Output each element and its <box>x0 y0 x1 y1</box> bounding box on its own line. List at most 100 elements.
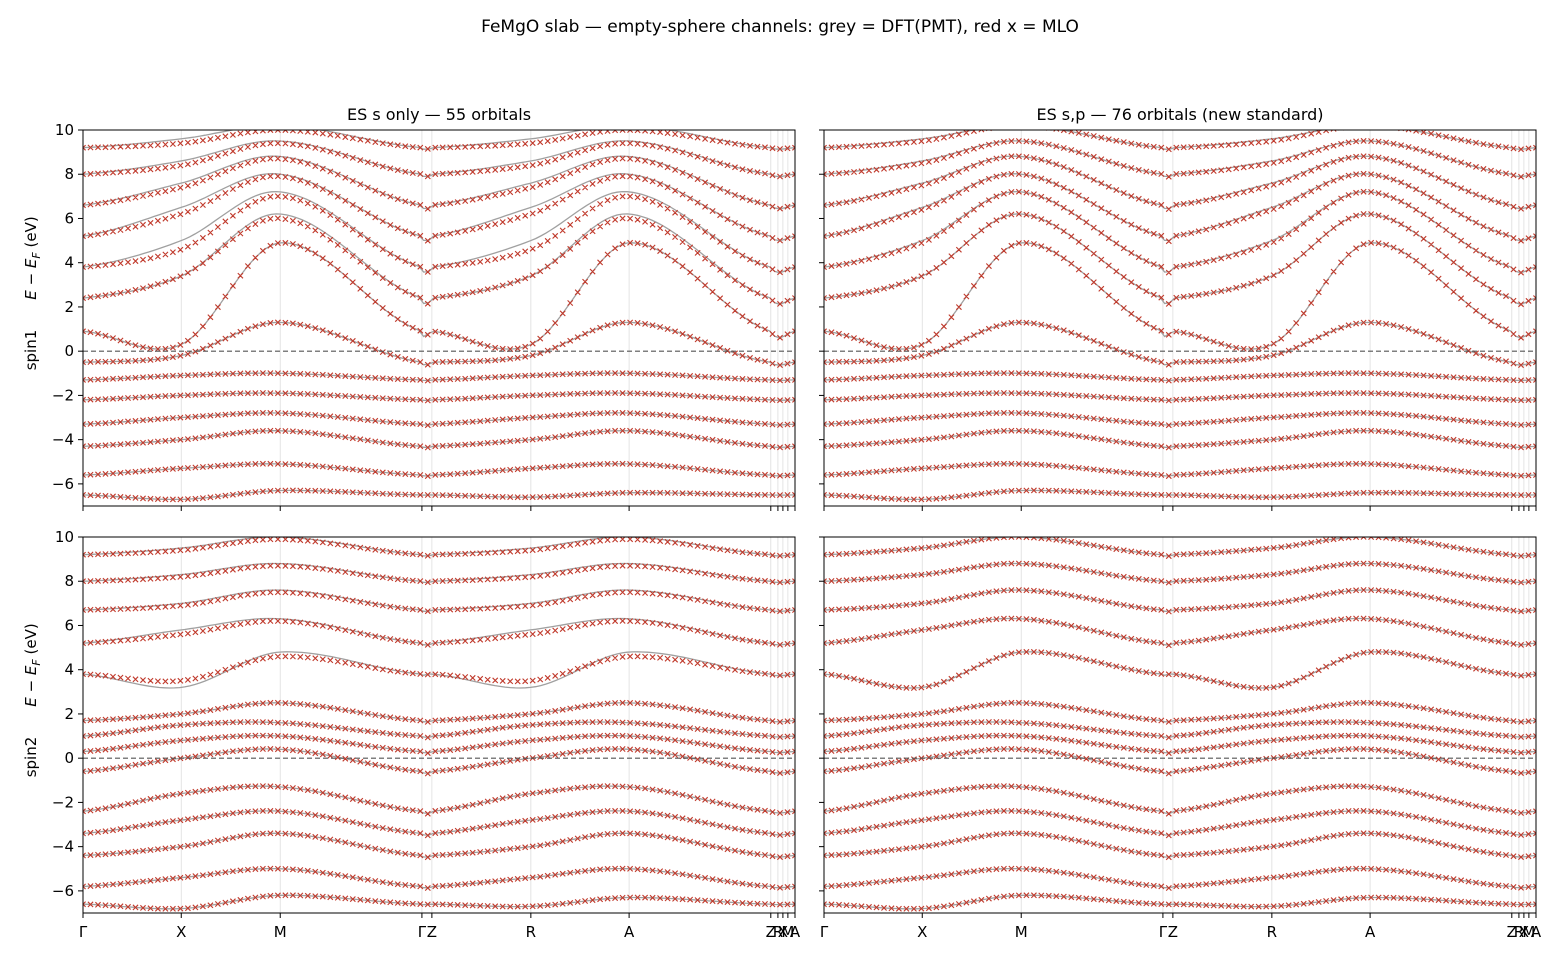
dft-band-5 <box>824 748 1536 774</box>
mlo-band-9 <box>824 188 1536 276</box>
mlo-band-12 <box>83 562 795 586</box>
x-tick-label-2: M <box>274 923 287 941</box>
mlo-band-0 <box>824 892 1536 912</box>
x-tick-label-4: Z <box>427 923 437 941</box>
dft-band-7 <box>824 721 1536 738</box>
mlo-band-9 <box>83 653 795 685</box>
dft-band-9 <box>83 651 795 689</box>
dft-band-3 <box>83 810 795 836</box>
mlo-band-0 <box>824 487 1536 503</box>
dft-band-5 <box>83 372 795 382</box>
mlo-band-7 <box>83 719 795 741</box>
mlo-band-10 <box>83 617 795 648</box>
mlo-band-2 <box>83 830 795 861</box>
dft-band-2 <box>83 430 795 449</box>
mlo-band-11 <box>824 587 1536 615</box>
mlo-band-4 <box>824 390 1536 404</box>
y-tick-label: 6 <box>64 616 74 634</box>
mlo-band-6 <box>824 732 1536 757</box>
x-tick-label-4: Z <box>1168 923 1178 941</box>
row-label-spin1: spin1 <box>22 330 40 371</box>
mlo-band-9 <box>824 648 1536 691</box>
x-tick-label-2: M <box>1015 923 1028 941</box>
dft-band-4 <box>83 785 795 815</box>
mlo-band-12 <box>824 137 1536 180</box>
panel-title: ES s only — 55 orbitals <box>347 105 531 124</box>
dft-band-13 <box>83 130 795 150</box>
x-tick-label-6: A <box>1365 923 1376 941</box>
mlo-band-3 <box>83 807 795 839</box>
y-tick-label: 4 <box>64 254 74 272</box>
y-tick-label: 10 <box>55 121 74 139</box>
dft-band-6 <box>83 321 795 366</box>
mlo-band-8 <box>83 215 795 307</box>
axes-frame <box>823 536 1537 914</box>
dft-band-13 <box>824 537 1536 557</box>
y-tick-label: 4 <box>64 661 74 679</box>
x-tick-label-10: M <box>1522 923 1535 941</box>
dft-band-3 <box>824 810 1536 836</box>
axes-frame <box>823 129 1537 507</box>
panel-title: ES s,p — 76 orbitals (new standard) <box>1036 105 1323 124</box>
mlo-band-5 <box>824 745 1536 777</box>
mlo-band-10 <box>824 615 1536 649</box>
x-tick-label-8: R <box>1514 923 1524 941</box>
dft-band-11 <box>824 589 1536 613</box>
mlo-band-1 <box>83 865 795 891</box>
dft-band-8 <box>824 702 1536 723</box>
dft-band-3 <box>824 412 1536 426</box>
dft-band-0 <box>824 489 1536 501</box>
x-tick-label-8: R <box>773 923 783 941</box>
dft-band-1 <box>83 867 795 889</box>
mlo-band-7 <box>824 719 1536 741</box>
dft-band-7 <box>83 242 795 350</box>
axes-frame <box>82 129 796 507</box>
mlo-band-1 <box>824 865 1536 891</box>
plot-area <box>83 537 795 912</box>
dft-band-2 <box>824 832 1536 858</box>
plot-area <box>824 130 1536 503</box>
dft-band-8 <box>83 213 795 305</box>
plot-area <box>83 130 795 503</box>
mlo-band-4 <box>83 390 795 404</box>
mlo-band-13 <box>83 130 795 152</box>
x-tick-label-5: R <box>526 923 536 941</box>
mlo-band-12 <box>824 560 1536 586</box>
dft-band-2 <box>83 832 795 858</box>
mlo-band-11 <box>83 155 795 212</box>
mlo-band-10 <box>824 170 1536 245</box>
x-tick-label-11: A <box>790 923 801 941</box>
x-tick-label-9: X <box>778 923 788 941</box>
x-tick-label-3: Γ <box>418 923 427 941</box>
y-tick-label: −6 <box>52 882 74 900</box>
mlo-band-7 <box>824 239 1536 353</box>
mlo-band-0 <box>83 487 795 503</box>
mlo-band-3 <box>824 807 1536 839</box>
dft-band-10 <box>824 173 1536 242</box>
dft-band-1 <box>824 463 1536 477</box>
mlo-band-1 <box>824 460 1536 480</box>
dft-band-5 <box>83 748 795 774</box>
dft-band-10 <box>824 617 1536 646</box>
y-tick-label: 2 <box>64 705 74 723</box>
dft-band-4 <box>83 392 795 402</box>
y-tick-label: 2 <box>64 298 74 316</box>
y-tick-label: 0 <box>64 342 74 360</box>
y-tick-label: −2 <box>52 793 74 811</box>
mlo-band-12 <box>83 140 795 180</box>
dft-band-2 <box>824 430 1536 449</box>
dft-band-1 <box>83 463 795 477</box>
x-tick-label-6: A <box>624 923 635 941</box>
y-tick-label: 8 <box>64 572 74 590</box>
mlo-band-5 <box>83 745 795 777</box>
mlo-band-8 <box>824 210 1536 308</box>
dft-band-12 <box>83 140 795 178</box>
y-tick-label: 8 <box>64 165 74 183</box>
figure-title: FeMgO slab — empty-sphere channels: grey… <box>481 17 1079 37</box>
y-tick-label: −4 <box>52 431 74 449</box>
dft-band-1 <box>824 867 1536 889</box>
mlo-band-3 <box>83 409 795 429</box>
